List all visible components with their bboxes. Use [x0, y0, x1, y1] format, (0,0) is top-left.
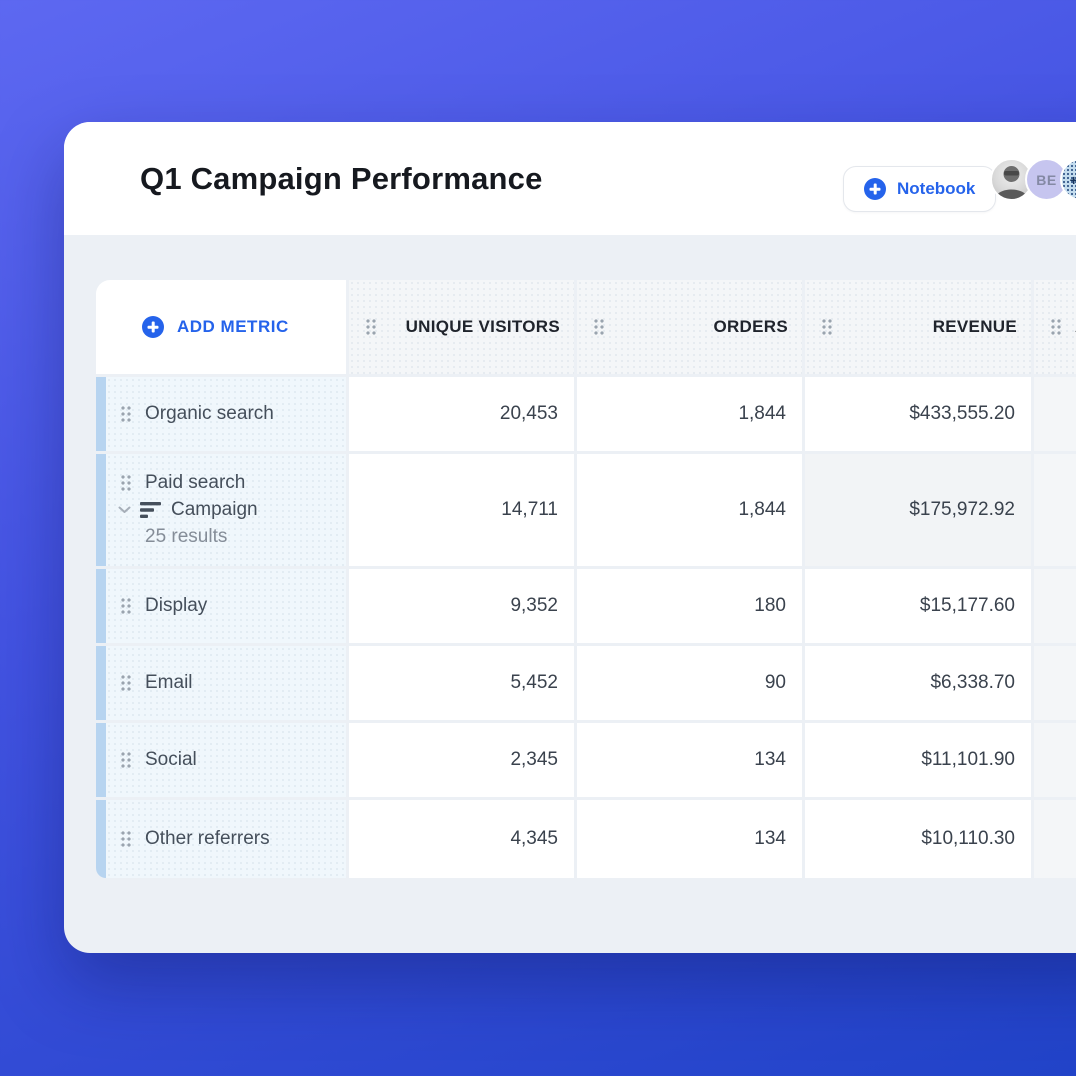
cell-empty	[1034, 569, 1076, 643]
cell-orders: 180	[577, 569, 802, 643]
column-header-label: REVENUE	[932, 317, 1017, 336]
column-header-clipped[interactable]: A	[1034, 280, 1076, 374]
row-social[interactable]: Social	[96, 723, 346, 797]
column-header-label: ORDERS	[713, 317, 788, 336]
column-header-unique-visitors[interactable]: UNIQUE VISITORS	[349, 280, 574, 374]
notebook-button-label: Notebook	[897, 179, 976, 198]
page-title: Q1 Campaign Performance	[140, 160, 543, 196]
breakdown-bars-icon	[140, 501, 161, 518]
chevron-down-icon[interactable]	[118, 506, 131, 514]
cell-revenue: $175,972.92	[805, 454, 1031, 566]
drag-handle-icon[interactable]	[120, 405, 132, 423]
cell-orders: 1,844	[577, 377, 802, 451]
row-label: Display	[145, 595, 208, 616]
drag-handle-icon[interactable]	[120, 474, 132, 492]
breakdown-results-count: 25 results	[145, 526, 228, 547]
cell-visitors: 5,452	[349, 646, 574, 720]
cell-empty	[1034, 800, 1076, 878]
cell-empty	[1034, 646, 1076, 720]
notebook-button[interactable]: Notebook	[843, 166, 997, 212]
row-label: Organic search	[145, 403, 274, 424]
cell-visitors: 14,711	[349, 454, 574, 566]
cell-empty	[1034, 454, 1076, 566]
row-display[interactable]: Display	[96, 569, 346, 643]
cell-revenue: $10,110.30	[805, 800, 1031, 878]
row-label: Other referrers	[145, 828, 270, 849]
drag-handle-icon[interactable]	[120, 674, 132, 692]
avatar-initials-label: BE	[1036, 171, 1057, 188]
row-label: Social	[145, 749, 197, 770]
row-label: Paid search	[145, 472, 246, 493]
column-header-orders[interactable]: ORDERS	[577, 280, 802, 374]
row-email[interactable]: Email	[96, 646, 346, 720]
column-header-label: UNIQUE VISITORS	[405, 317, 560, 336]
metrics-table: ADD METRIC UNIQUE VISITORS ORDERS REVENU…	[96, 280, 1076, 878]
cell-visitors: 20,453	[349, 377, 574, 451]
avatar-overflow-count[interactable]: +12	[1060, 158, 1076, 201]
cell-visitors: 9,352	[349, 569, 574, 643]
plus-icon	[142, 316, 164, 338]
cell-visitors: 2,345	[349, 723, 574, 797]
cell-revenue: $433,555.20	[805, 377, 1031, 451]
cell-revenue: $6,338.70	[805, 646, 1031, 720]
row-other-referrers[interactable]: Other referrers	[96, 800, 346, 878]
person-photo-icon	[995, 166, 1028, 199]
cell-revenue: $15,177.60	[805, 569, 1031, 643]
cell-revenue: $11,101.90	[805, 723, 1031, 797]
add-metric-button[interactable]: ADD METRIC	[96, 280, 346, 374]
cell-orders: 134	[577, 800, 802, 878]
cell-orders: 90	[577, 646, 802, 720]
row-paid-search[interactable]: Paid search Campaign 25 results	[96, 454, 346, 566]
cell-empty	[1034, 723, 1076, 797]
cell-visitors: 4,345	[349, 800, 574, 878]
app-card: Q1 Campaign Performance Notebook BE +12	[64, 122, 1076, 953]
drag-handle-icon[interactable]	[593, 318, 605, 336]
drag-handle-icon[interactable]	[120, 597, 132, 615]
cell-orders: 134	[577, 723, 802, 797]
cell-orders: 1,844	[577, 454, 802, 566]
avatar-overflow-label: +12	[1069, 171, 1076, 188]
avatar-group: BE +12	[990, 158, 1076, 201]
drag-handle-icon[interactable]	[821, 318, 833, 336]
breakdown-dimension-label[interactable]: Campaign	[171, 499, 258, 520]
cell-empty	[1034, 377, 1076, 451]
column-header-revenue[interactable]: REVENUE	[805, 280, 1031, 374]
add-metric-label: ADD METRIC	[177, 317, 289, 336]
drag-handle-icon[interactable]	[120, 751, 132, 769]
drag-handle-icon[interactable]	[365, 318, 377, 336]
row-organic-search[interactable]: Organic search	[96, 377, 346, 451]
plus-icon	[864, 178, 886, 200]
card-header: Q1 Campaign Performance Notebook BE +12	[64, 122, 1076, 235]
row-label: Email	[145, 672, 193, 693]
drag-handle-icon[interactable]	[1050, 318, 1062, 336]
drag-handle-icon[interactable]	[120, 830, 132, 848]
